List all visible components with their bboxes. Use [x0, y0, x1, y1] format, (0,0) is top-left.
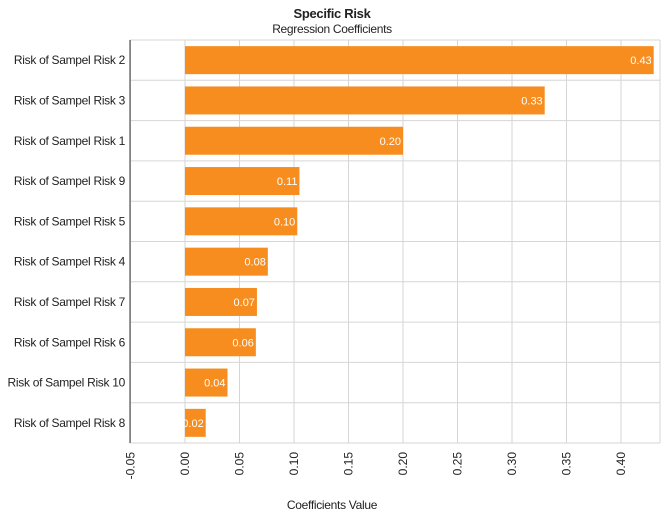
data-label: 0.11	[277, 176, 298, 188]
x-tick-label: 0.00	[178, 452, 192, 476]
x-tick-label: 0.25	[451, 452, 465, 476]
x-tick-label: 0.30	[505, 452, 519, 476]
x-tick-label: 0.35	[560, 452, 574, 476]
data-label: 0.20	[380, 136, 401, 148]
bar	[185, 127, 403, 155]
bar	[185, 46, 654, 74]
y-tick-label: Risk of Sampel Risk 5	[14, 214, 126, 228]
x-axis-label: Coefficients Value	[0, 498, 664, 512]
data-label: 0.33	[521, 95, 542, 107]
data-label: 0.02	[182, 418, 203, 430]
bar-chart: -0.05 0.00 0.05 0.10 0.15 0.20 0.25 0.30 0.35 0.4…	[0, 0, 664, 500]
x-tick-label: 0.05	[233, 452, 247, 476]
data-label: 0.43	[630, 55, 651, 67]
y-tick-label: Risk of Sampel Risk 4	[14, 255, 126, 269]
data-label: 0.08	[244, 257, 265, 269]
y-tick-label: Risk of Sampel Risk 6	[14, 335, 126, 349]
y-tick-label: Risk of Sampel Risk 2	[14, 53, 126, 67]
data-label: 0.04	[204, 378, 225, 390]
x-tick-label: 0.15	[342, 452, 356, 476]
x-tick-label: 0.10	[287, 452, 301, 476]
y-tick-label: Risk of Sampel Risk 9	[14, 174, 126, 188]
y-tick-label: Risk of Sampel Risk 3	[14, 93, 126, 107]
bar	[185, 86, 545, 114]
y-tick-label: Risk of Sampel Risk 1	[14, 134, 126, 148]
data-label: 0.06	[232, 337, 253, 349]
data-label: 0.07	[234, 297, 255, 309]
data-label: 0.10	[274, 216, 295, 228]
x-tick-label: -0.05	[124, 452, 138, 480]
y-tick-label: Risk of Sampel Risk 7	[14, 295, 126, 309]
y-tick-label: Risk of Sampel Risk 10	[8, 376, 126, 390]
y-tick-label: Risk of Sampel Risk 8	[14, 416, 126, 430]
x-tick-label: 0.40	[614, 452, 628, 476]
x-tick-label: 0.20	[396, 452, 410, 476]
